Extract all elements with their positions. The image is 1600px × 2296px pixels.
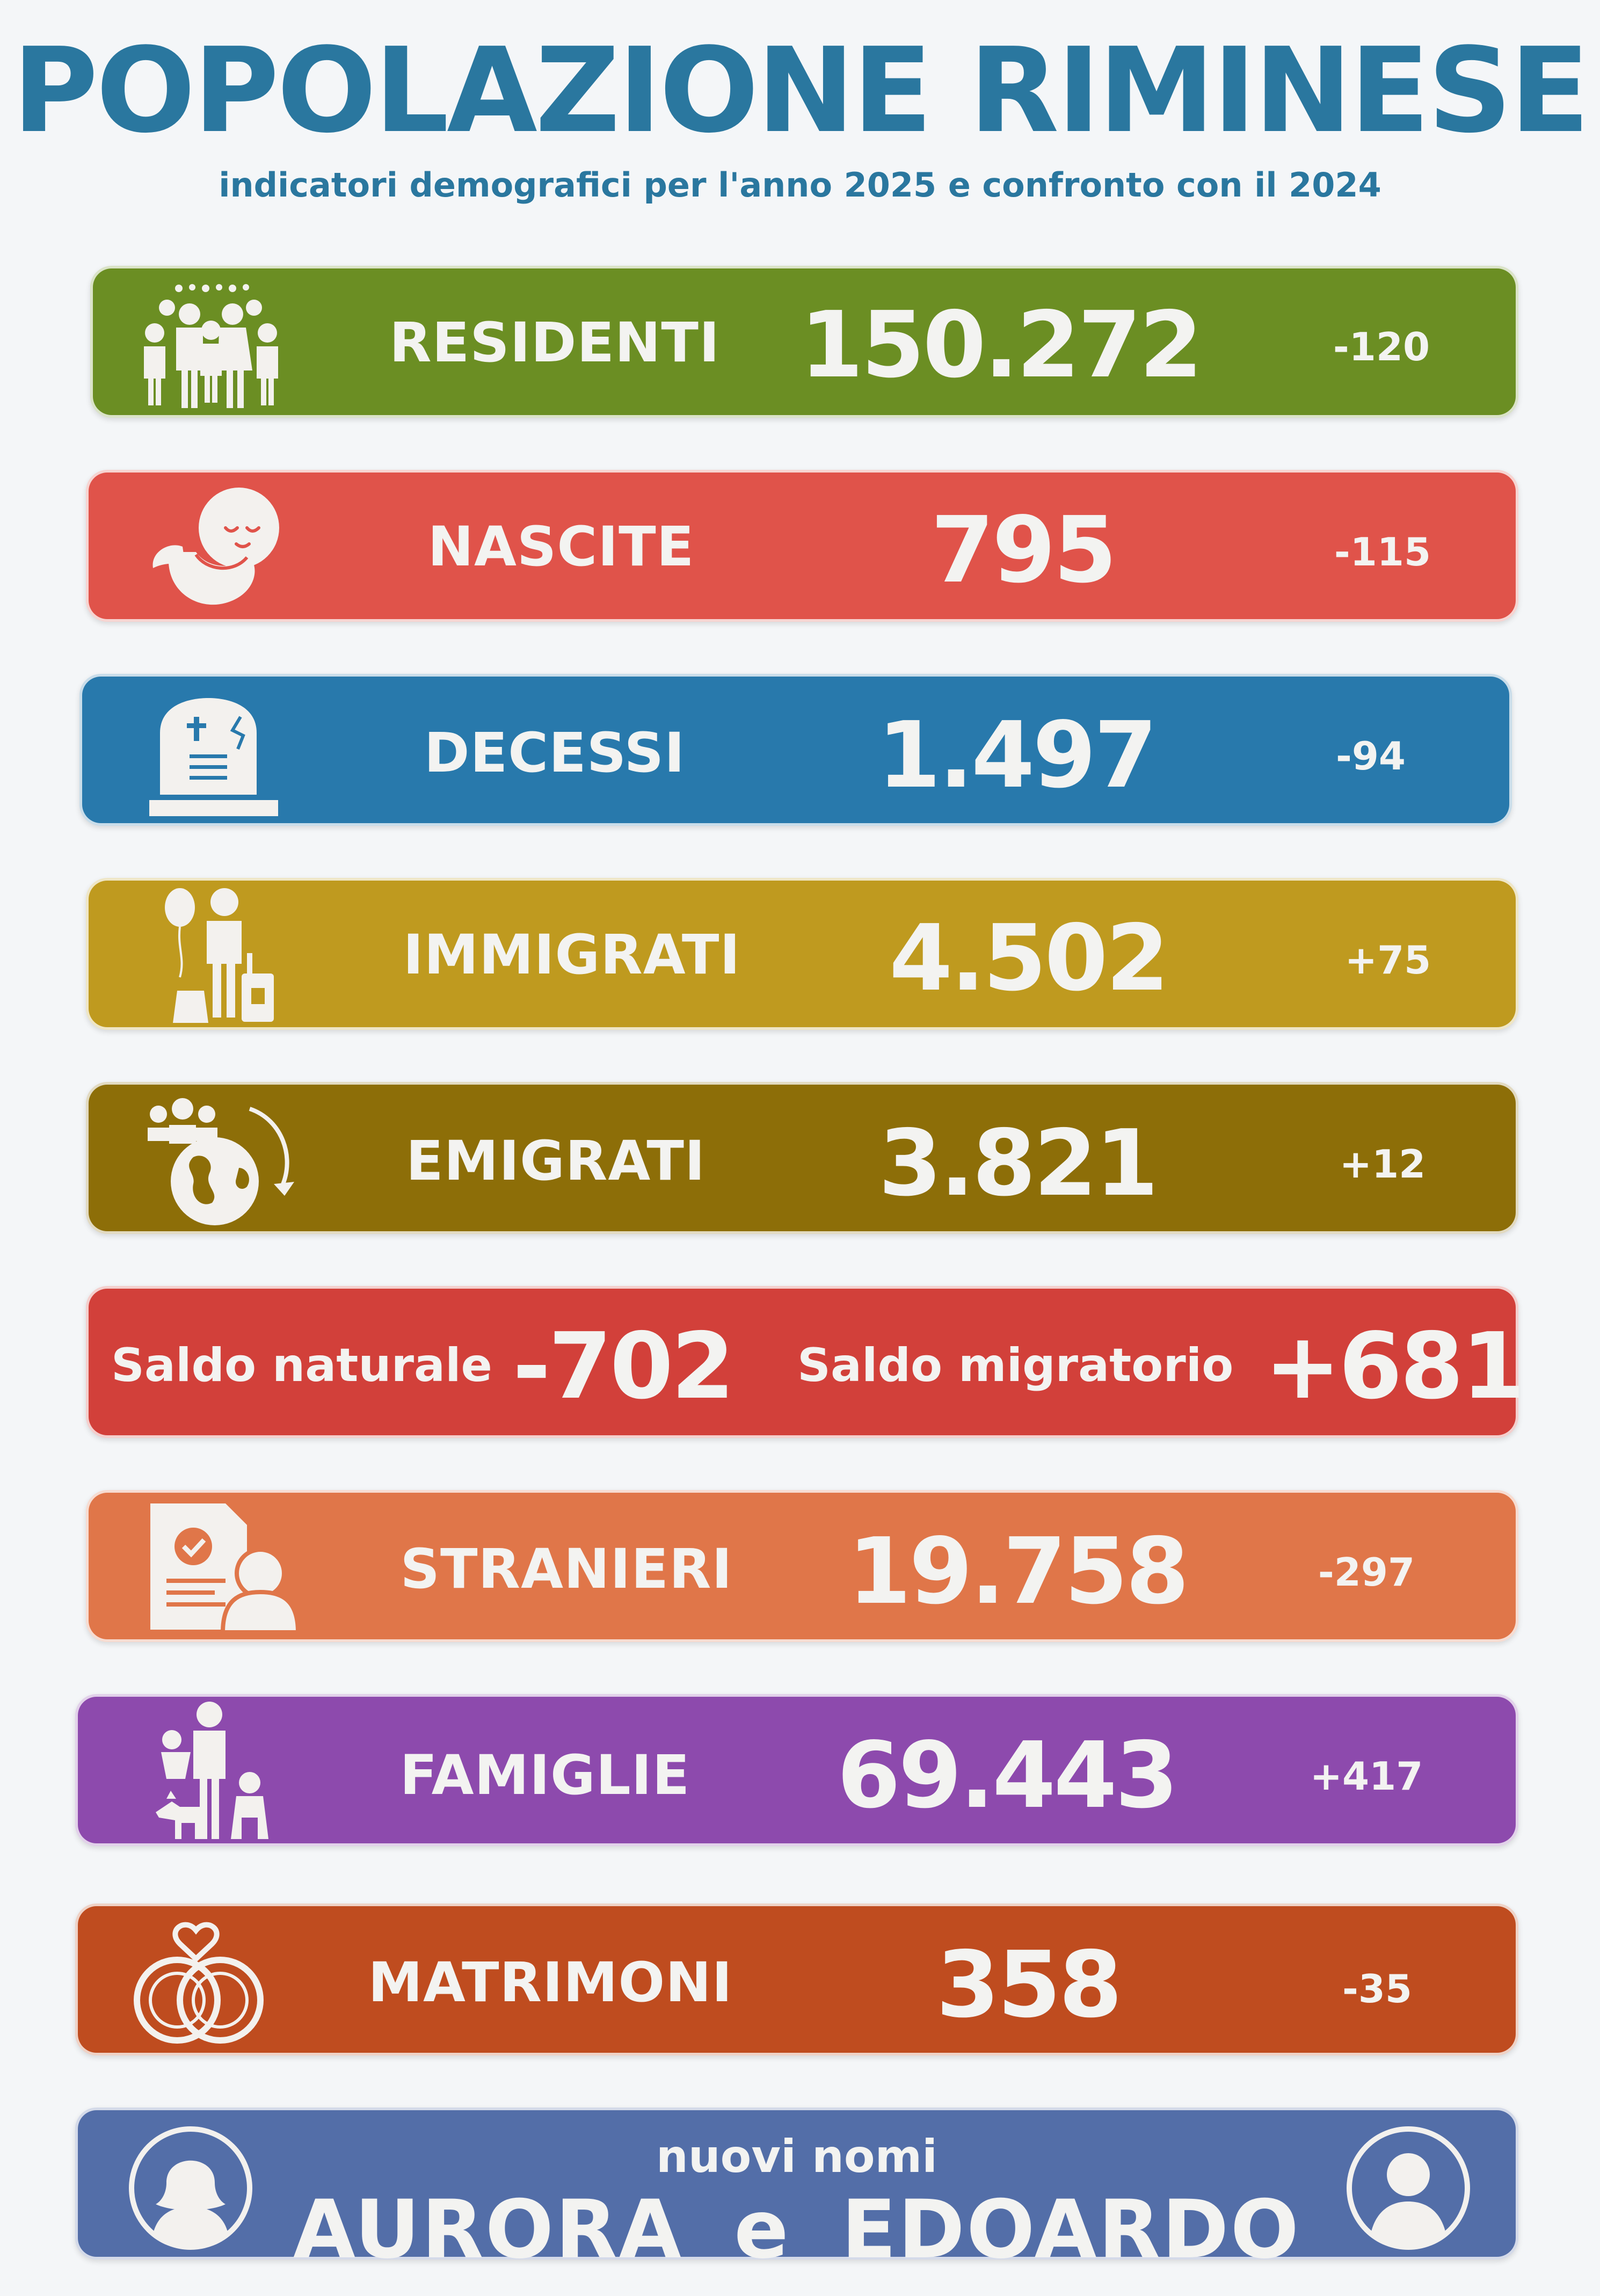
value-emigrati: 3.821	[878, 1110, 1159, 1217]
value-decessi: 1.497	[877, 702, 1158, 809]
card-stranieri: STRANIERI 19.758 -297	[86, 1490, 1518, 1642]
label-decessi: DECESSI	[424, 721, 686, 785]
delta-emigrati: +12	[1339, 1142, 1426, 1187]
saldo-migratorio-label: Saldo migratorio	[797, 1339, 1234, 1392]
page-subtitle: indicatori demografici per l'anno 2025 e…	[219, 165, 1381, 205]
value-matrimoni: 358	[936, 1932, 1123, 2038]
label-residenti: RESIDENTI	[389, 311, 720, 375]
delta-stranieri: -297	[1318, 1550, 1415, 1595]
wedding-rings-icon	[134, 1922, 264, 2044]
delta-matrimoni: -35	[1342, 1966, 1413, 2011]
label-stranieri: STRANIERI	[400, 1537, 733, 1601]
card-immigrati: IMMIGRATI 4.502 +75	[86, 878, 1518, 1030]
card-emigrati: EMIGRATI 3.821 +12	[86, 1082, 1518, 1234]
female-avatar-icon	[129, 2126, 252, 2250]
names-text: AURORA e EDOARDO	[293, 2183, 1301, 2277]
label-nascite: NASCITE	[427, 515, 695, 579]
names-intro: nuovi nomi	[656, 2130, 937, 2183]
label-emigrati: EMIGRATI	[406, 1129, 706, 1193]
value-nascite: 795	[930, 497, 1117, 604]
traveler-luggage-icon	[165, 888, 274, 1023]
value-immigrati: 4.502	[889, 905, 1169, 1012]
document-person-icon	[150, 1503, 301, 1634]
family-dog-icon	[156, 1702, 268, 1839]
card-decessi: DECESSI 1.497 -94	[79, 674, 1512, 826]
page-title: POPOLAZIONE RIMINESE	[12, 23, 1590, 159]
card-nascite: NASCITE 795 -115	[86, 470, 1518, 622]
label-immigrati: IMMIGRATI	[403, 923, 741, 987]
value-stranieri: 19.758	[847, 1518, 1189, 1625]
people-crowd-icon	[144, 284, 278, 408]
globe-people-icon	[148, 1098, 294, 1225]
delta-famiglie: +417	[1310, 1754, 1423, 1799]
saldo-migratorio-value: +681	[1264, 1313, 1525, 1420]
baby-fetus-icon	[152, 488, 279, 605]
delta-nascite: -115	[1334, 529, 1431, 575]
card-matrimoni: MATRIMONI 358 -35	[75, 1903, 1518, 2055]
value-famiglie: 69.443	[837, 1723, 1179, 1829]
saldo-naturale-value: -702	[513, 1313, 734, 1420]
card-saldo: Saldo naturale -702 Saldo migratorio +68…	[86, 1286, 1525, 1438]
value-residenti: 150.272	[799, 292, 1203, 398]
card-famiglie: FAMIGLIE 69.443 +417	[75, 1694, 1518, 1846]
male-avatar-icon	[1347, 2126, 1470, 2250]
saldo-naturale-label: Saldo naturale	[111, 1339, 492, 1392]
tombstone-icon	[149, 698, 278, 816]
delta-residenti: -120	[1333, 324, 1430, 369]
delta-decessi: -94	[1335, 733, 1406, 779]
label-famiglie: FAMIGLIE	[399, 1743, 690, 1807]
delta-immigrati: +75	[1344, 938, 1431, 983]
card-residenti: RESIDENTI 150.272 -120	[90, 266, 1518, 418]
card-nuovi-nomi: nuovi nomi AURORA e EDOARDO	[75, 2108, 1518, 2270]
label-matrimoni: MATRIMONI	[368, 1951, 733, 2015]
